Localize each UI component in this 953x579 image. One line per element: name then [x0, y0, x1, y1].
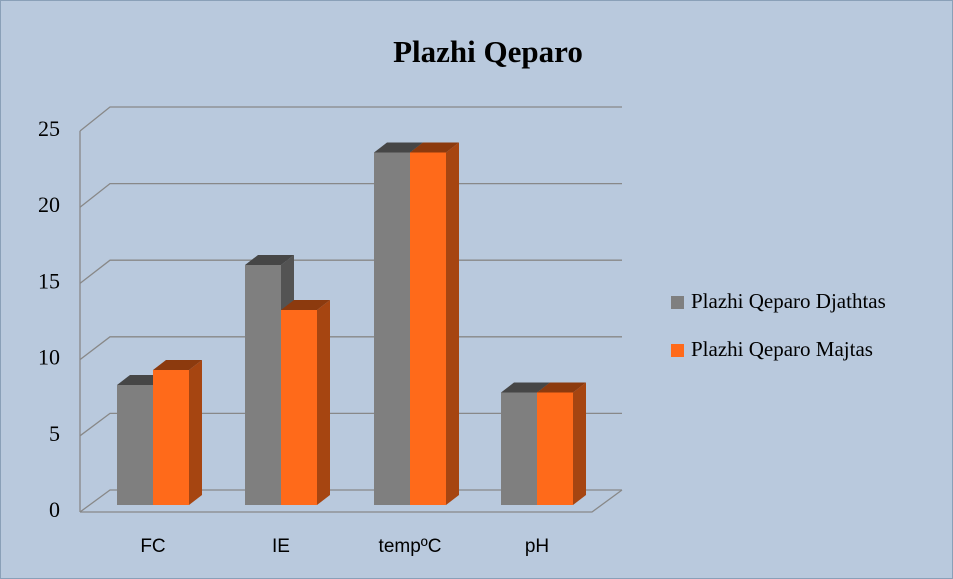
legend-swatch	[671, 296, 684, 309]
bar-top	[153, 360, 202, 370]
legend-label: Plazhi Qeparo Djathtas	[691, 289, 886, 313]
bar-side	[446, 142, 459, 505]
bar-top	[245, 255, 294, 265]
chart-title: Plazhi Qeparo	[393, 34, 583, 69]
bar-top	[537, 382, 586, 393]
bar-top	[501, 382, 550, 393]
grid-line	[79, 106, 622, 132]
y-tick-label: 10	[38, 345, 60, 370]
bar-front	[245, 265, 281, 505]
bar-front	[281, 310, 317, 505]
y-tick-label: 0	[49, 497, 60, 522]
bar-side	[189, 360, 202, 505]
y-tick-label: 15	[38, 268, 60, 293]
bar-side	[573, 382, 586, 505]
bar	[410, 142, 459, 505]
bar	[281, 300, 330, 505]
legend-swatch	[671, 344, 684, 357]
bar	[153, 360, 202, 505]
y-tick-label: 25	[38, 116, 60, 141]
y-tick-label: 20	[38, 192, 60, 217]
x-tick-label: tempºC	[379, 536, 442, 557]
bar-top	[410, 142, 459, 153]
legend-label: Plazhi Qeparo Majtas	[691, 337, 873, 361]
bar	[537, 382, 586, 505]
bar-front	[410, 152, 446, 505]
y-tick-label: 5	[49, 421, 60, 446]
bar-top	[281, 300, 330, 310]
bar-top	[374, 142, 423, 153]
bar-front	[117, 385, 153, 505]
x-tick-label: IE	[272, 536, 290, 557]
floor	[80, 489, 623, 513]
bar-side	[317, 300, 330, 505]
bar-front	[501, 392, 537, 505]
bar-front	[153, 370, 189, 505]
x-tick-label: FC	[140, 536, 165, 557]
bar-front	[374, 152, 410, 505]
x-tick-label: pH	[525, 536, 549, 557]
bar-front	[537, 392, 573, 505]
